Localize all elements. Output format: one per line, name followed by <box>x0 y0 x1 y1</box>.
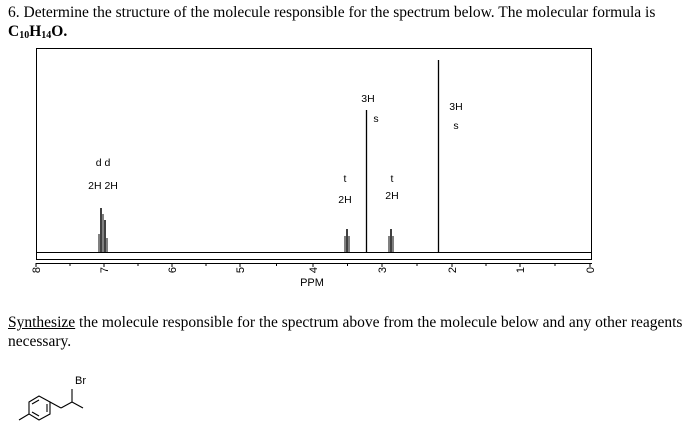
peak-annotations: d d 2H 2H t 2H 3H s t 2H 3H s <box>88 93 463 206</box>
tick-label-7: 7 <box>99 267 111 273</box>
axis-label: PPM <box>300 277 324 289</box>
nmr-spectrum: 8 7 6 5 4 3 2 1 0 PPM <box>31 48 597 289</box>
triplet2-integration: 2H <box>385 190 398 202</box>
instruction-text: the molecule responsible for the spectru… <box>8 314 683 350</box>
spectrum-peaks <box>98 60 440 252</box>
tick-label-0: 0 <box>585 267 597 273</box>
tick-label-3: 3 <box>377 267 389 273</box>
singlet1-multiplicity: s <box>373 113 378 125</box>
aromatic-multiplicity: d d <box>96 157 111 169</box>
triplet2-multiplicity: t <box>391 173 394 185</box>
tick-label-6: 6 <box>167 267 179 273</box>
ch-bond <box>60 401 73 409</box>
tick-label-1: 1 <box>515 267 527 273</box>
axis-tick-labels: 8 7 6 5 4 3 2 1 0 <box>31 267 597 273</box>
triplet1-integration: 2H <box>338 194 351 206</box>
singlet2-multiplicity: s <box>453 120 458 132</box>
question-number: 6. <box>8 4 20 21</box>
tick-label-8: 8 <box>31 267 43 273</box>
peak-aromatic <box>98 208 108 252</box>
triplet1-multiplicity: t <box>344 173 347 185</box>
ch2-bond <box>49 401 62 409</box>
terminal-methyl-bond <box>71 401 84 409</box>
peak-triplet-1 <box>344 229 350 252</box>
synthesis-instruction: Synthesize the molecule responsible for … <box>8 313 683 351</box>
question-line1: Determine the structure of the molecule … <box>23 4 656 21</box>
singlet2-integration: 3H <box>449 101 462 113</box>
molecular-formula: C10H14O. <box>8 23 68 41</box>
aromatic-integration: 2H 2H <box>88 180 118 192</box>
peak-triplet-2 <box>388 229 394 252</box>
axis-ticks <box>35 263 591 267</box>
spectrum-frame <box>36 48 592 260</box>
singlet1-integration: 3H <box>361 93 374 105</box>
molecule-bonds <box>18 389 84 421</box>
bromine-label: Br <box>75 375 86 387</box>
methyl-bond <box>18 413 30 421</box>
instruction-keyword: Synthesize <box>8 314 76 331</box>
question-text: 6. Determine the structure of the molecu… <box>8 3 688 41</box>
tick-label-2: 2 <box>447 267 459 273</box>
tick-label-5: 5 <box>235 267 247 273</box>
tick-label-4: 4 <box>308 267 320 273</box>
